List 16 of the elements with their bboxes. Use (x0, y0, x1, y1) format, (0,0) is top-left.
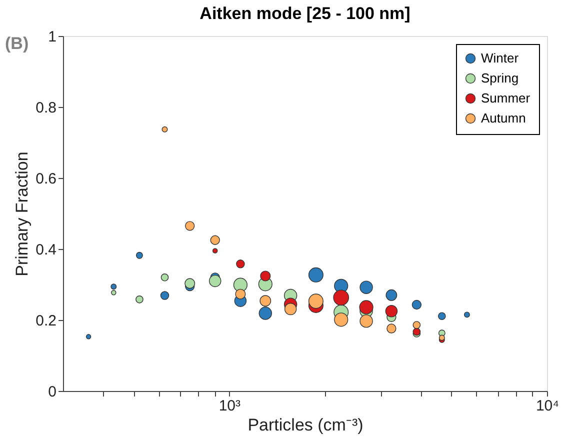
x-axis-title: Particles (cm⁻³) (248, 416, 364, 434)
y-tick-label: 0 (48, 384, 56, 400)
legend-label: Autumn (481, 110, 526, 126)
text: (B) (5, 34, 29, 53)
y-axis-title: Primary Fraction (12, 152, 32, 276)
x-tick-label: 10³ (218, 398, 241, 414)
legend-label: Summer (481, 90, 531, 106)
y-tick-label: 1 (48, 28, 56, 46)
legend-label: Spring (481, 70, 519, 86)
y-tick-label: 0.6 (36, 170, 56, 188)
y-tick-label: 0.2 (36, 312, 56, 330)
y-tick-label: 0.4 (36, 242, 56, 258)
y-tick-label: 0.8 (36, 100, 56, 116)
x-tick-label: 10⁴ (536, 398, 560, 414)
legend-label: Winter (481, 50, 520, 66)
chart-title: Aitken mode [25 - 100 nm] (200, 4, 410, 23)
